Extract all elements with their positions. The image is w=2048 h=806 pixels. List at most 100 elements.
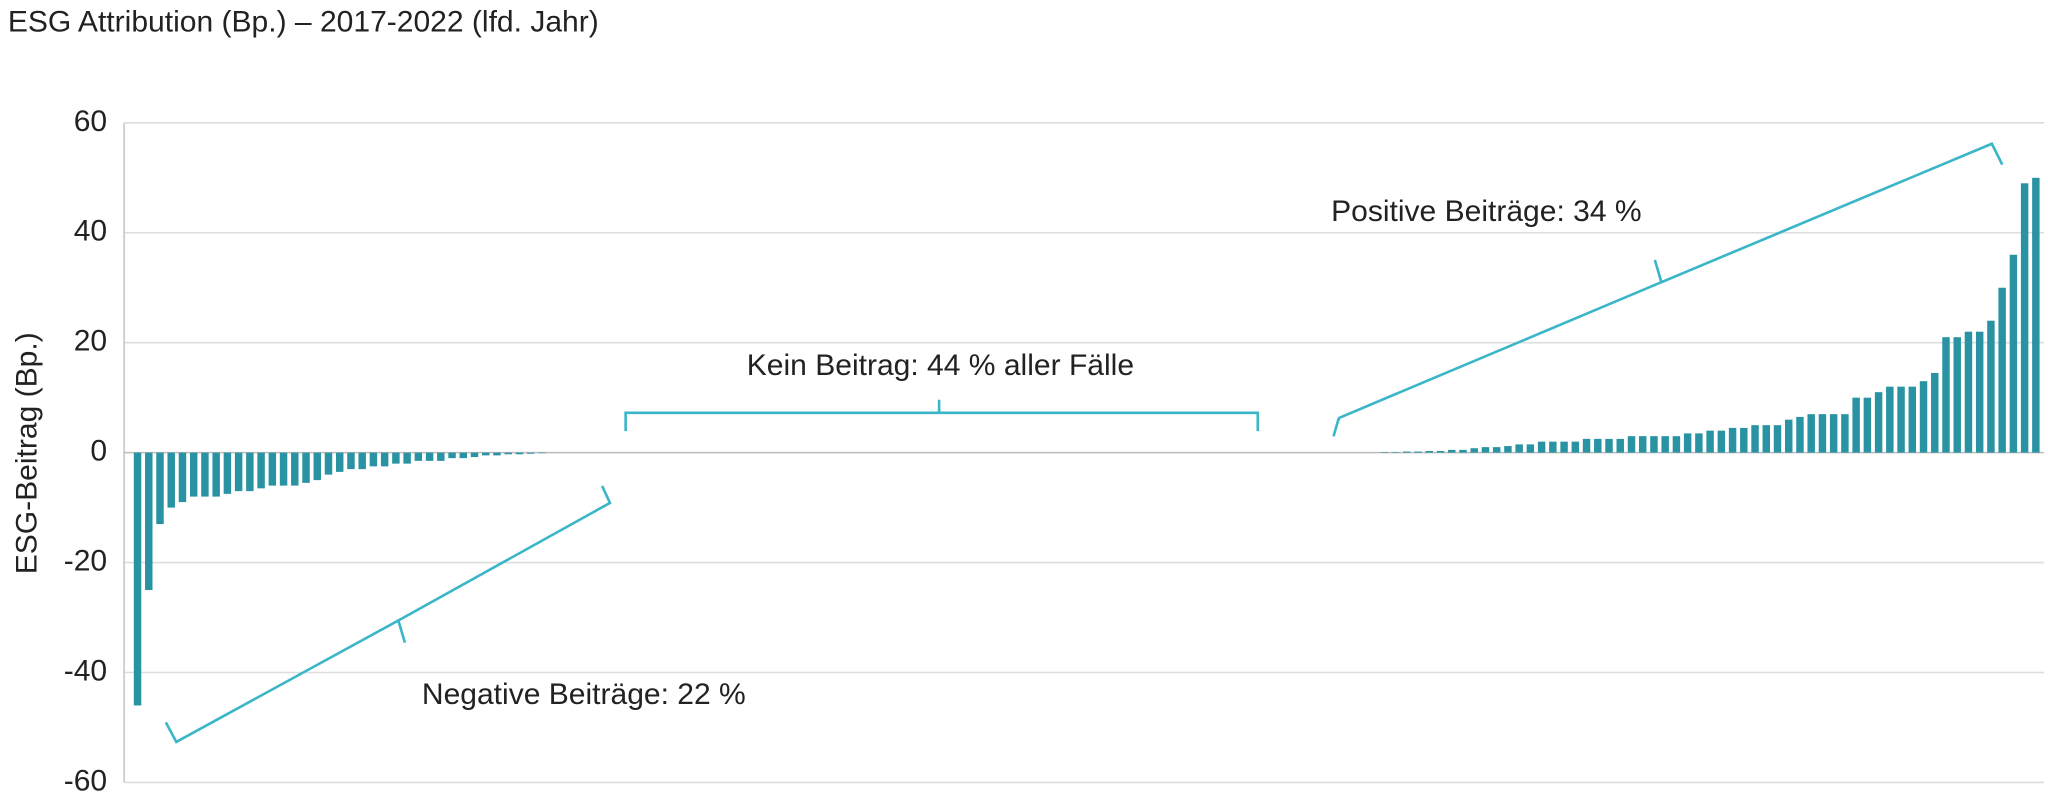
bar — [1785, 419, 1793, 453]
bar — [358, 452, 366, 470]
bar — [279, 452, 288, 486]
bar — [1796, 416, 1804, 453]
annotation: Negative Beiträge: 22 % — [422, 678, 746, 711]
y-tick-label: 0 — [90, 435, 107, 468]
bar — [1773, 425, 1782, 453]
bar — [1672, 436, 1681, 453]
bar — [178, 452, 187, 503]
bar — [156, 452, 164, 525]
bar — [1975, 331, 1984, 453]
bar — [335, 452, 344, 472]
bar — [437, 452, 445, 461]
bar — [302, 452, 310, 483]
bar — [369, 452, 378, 467]
bracket-positive — [1332, 142, 2004, 437]
bar — [1470, 448, 1478, 453]
bar — [380, 452, 389, 467]
bar — [167, 452, 175, 508]
annotation: Positive Beiträge: 34 % — [1331, 195, 1642, 228]
bar — [526, 452, 535, 454]
bar — [448, 452, 456, 459]
bar — [1481, 447, 1490, 453]
bar — [1627, 436, 1636, 453]
bar — [1964, 331, 1973, 453]
bar — [223, 452, 232, 494]
bar — [1504, 446, 1512, 453]
bar — [1683, 433, 1692, 453]
bar — [189, 452, 198, 497]
bar — [2009, 254, 2018, 453]
bar — [1829, 414, 1838, 453]
bar — [1874, 392, 1883, 453]
bar — [234, 452, 243, 492]
bar — [1931, 372, 1939, 453]
bar — [1537, 441, 1546, 453]
bar — [1594, 438, 1602, 453]
bar — [1908, 386, 1917, 453]
bracket-negative — [164, 485, 612, 744]
bar — [1515, 444, 1523, 453]
bar — [133, 452, 142, 706]
bar — [1897, 386, 1905, 453]
y-tick-label: 40 — [74, 215, 107, 248]
bar — [1807, 414, 1815, 453]
bar — [291, 452, 299, 486]
bar — [482, 452, 490, 456]
bar — [1852, 397, 1860, 453]
bar — [324, 452, 333, 475]
bar — [347, 452, 355, 470]
bar — [1953, 337, 1961, 453]
bar — [1650, 436, 1658, 453]
bar — [1459, 449, 1467, 453]
bar — [493, 452, 501, 456]
bar — [2032, 177, 2040, 453]
bar — [1706, 430, 1714, 453]
bar — [1380, 452, 1389, 453]
bar — [1987, 320, 1995, 453]
bar — [425, 452, 434, 461]
bar — [403, 452, 411, 464]
bar — [1998, 287, 2006, 453]
bar — [1751, 425, 1759, 453]
bar — [1886, 386, 1894, 453]
y-axis-label: ESG-Beitrag (Bp.) — [11, 332, 44, 574]
bar — [268, 452, 277, 486]
bar — [257, 452, 265, 489]
bar — [1919, 381, 1928, 453]
bar — [1425, 450, 1434, 453]
bar — [1740, 427, 1748, 453]
chart-title: ESG Attribution (Bp.) – 2017-2022 (lfd. … — [8, 6, 599, 39]
bar — [1526, 444, 1535, 453]
bar — [1942, 337, 1950, 453]
bar — [1728, 427, 1737, 453]
bar — [212, 452, 220, 497]
annotation: Kein Beitrag: 44 % aller Fälle — [747, 349, 1134, 382]
y-tick-label: -20 — [64, 545, 107, 578]
bar — [470, 452, 479, 458]
bar — [1403, 451, 1411, 453]
bar — [1762, 425, 1770, 453]
bar — [459, 452, 468, 459]
bar — [145, 452, 153, 591]
bar — [1818, 414, 1827, 453]
bar — [1582, 438, 1591, 453]
bar — [538, 452, 546, 454]
bar — [1638, 436, 1647, 453]
bar — [201, 452, 209, 497]
bar — [1605, 438, 1613, 453]
bar — [1717, 430, 1726, 453]
bar — [313, 452, 321, 481]
bar — [1571, 441, 1580, 453]
bar — [1560, 441, 1568, 453]
y-tick-label: 60 — [74, 105, 107, 138]
y-tick-label: -40 — [64, 654, 107, 687]
bracket-zero — [624, 399, 1260, 432]
bar — [1436, 450, 1445, 453]
bar — [1549, 441, 1557, 453]
y-tick-label: -60 — [64, 764, 107, 797]
bar — [1841, 414, 1849, 453]
y-tick-label: 20 — [74, 325, 107, 358]
bar — [1492, 447, 1501, 453]
